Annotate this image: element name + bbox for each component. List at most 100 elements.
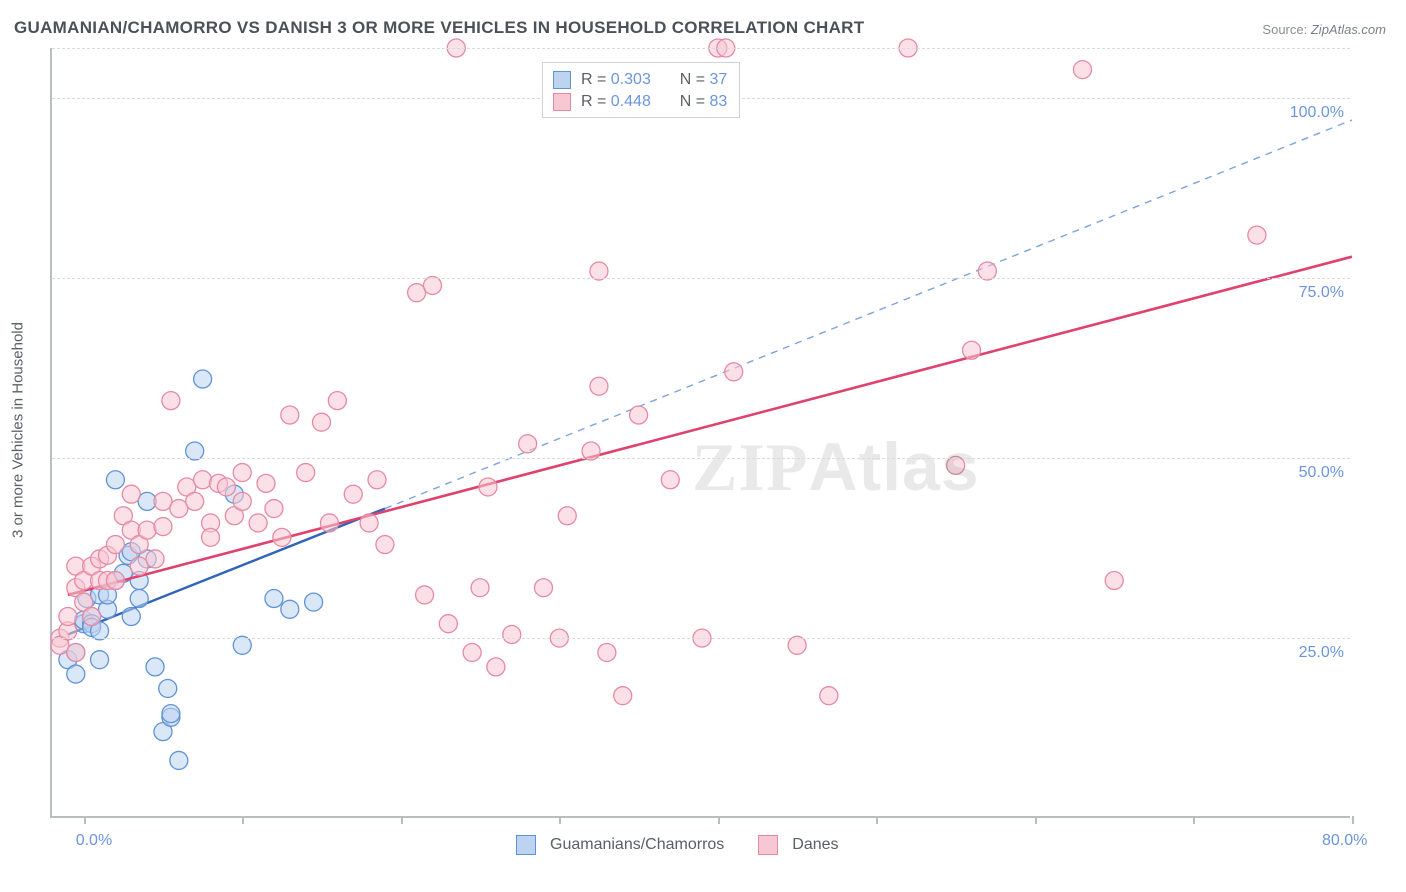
legend-label: Guamanians/Chamorros (550, 836, 724, 854)
x-tick (718, 816, 720, 824)
data-point (661, 471, 679, 489)
data-point (963, 341, 981, 359)
legend-swatch (758, 835, 778, 855)
x-tick (559, 816, 561, 824)
data-point (265, 500, 283, 518)
source-label: Source: (1262, 22, 1307, 37)
source-attribution: Source: ZipAtlas.com (1262, 22, 1386, 37)
data-point (59, 608, 77, 626)
data-point (598, 643, 616, 661)
y-tick-label: 100.0% (1290, 104, 1344, 122)
y-tick-label: 50.0% (1299, 464, 1344, 482)
trend-line (68, 257, 1352, 595)
chart-svg (52, 48, 1350, 816)
data-point (257, 474, 275, 492)
data-point (360, 514, 378, 532)
gridline-h (52, 278, 1350, 279)
stat-n: N = 37 (680, 69, 728, 91)
x-tick (1352, 816, 1354, 824)
data-point (297, 464, 315, 482)
x-tick (84, 816, 86, 824)
data-point (186, 492, 204, 510)
data-point (159, 679, 177, 697)
data-point (1248, 226, 1266, 244)
data-point (162, 392, 180, 410)
data-point (614, 687, 632, 705)
data-point (320, 514, 338, 532)
y-axis-label: 3 or more Vehicles in Household (10, 322, 27, 538)
data-point (122, 608, 140, 626)
data-point (344, 485, 362, 503)
data-point (630, 406, 648, 424)
stats-box: R = 0.303 N = 37R = 0.448 N = 83 (542, 62, 740, 118)
data-point (91, 651, 109, 669)
data-point (130, 590, 148, 608)
data-point (590, 377, 608, 395)
data-point (67, 643, 85, 661)
data-point (328, 392, 346, 410)
y-tick-label: 75.0% (1299, 284, 1344, 302)
data-point (439, 615, 457, 633)
stat-n: N = 83 (680, 91, 728, 113)
data-point (820, 687, 838, 705)
data-point (146, 658, 164, 676)
stat-r: R = 0.303 (581, 69, 651, 91)
data-point (217, 478, 235, 496)
data-point (376, 536, 394, 554)
data-point (122, 485, 140, 503)
legend-swatch (516, 835, 536, 855)
data-point (273, 528, 291, 546)
data-point (233, 464, 251, 482)
data-point (106, 536, 124, 554)
x-tick (401, 816, 403, 824)
data-point (194, 370, 212, 388)
data-point (471, 579, 489, 597)
data-point (281, 600, 299, 618)
data-point (416, 586, 434, 604)
stat-swatch (553, 71, 571, 89)
x-tick-label: 0.0% (76, 832, 112, 850)
x-tick (876, 816, 878, 824)
data-point (725, 363, 743, 381)
data-point (194, 471, 212, 489)
gridline-h (52, 458, 1350, 459)
data-point (281, 406, 299, 424)
chart-container: GUAMANIAN/CHAMORRO VS DANISH 3 OR MORE V… (0, 0, 1406, 892)
data-point (503, 625, 521, 643)
data-point (202, 528, 220, 546)
chart-title: GUAMANIAN/CHAMORRO VS DANISH 3 OR MORE V… (14, 18, 864, 38)
gridline-h (52, 48, 1350, 49)
data-point (463, 643, 481, 661)
stat-r: R = 0.448 (581, 91, 651, 113)
data-point (233, 492, 251, 510)
plot-area: ZIPAtlas 25.0%50.0%75.0%100.0% (50, 48, 1350, 818)
data-point (170, 751, 188, 769)
data-point (67, 665, 85, 683)
data-point (249, 514, 267, 532)
data-point (558, 507, 576, 525)
data-point (1073, 61, 1091, 79)
y-tick-label: 25.0% (1299, 644, 1344, 662)
gridline-h (52, 638, 1350, 639)
source-link[interactable]: ZipAtlas.com (1311, 22, 1386, 37)
data-point (106, 572, 124, 590)
data-point (479, 478, 497, 496)
legend-label: Danes (792, 836, 838, 854)
data-point (154, 518, 172, 536)
data-point (534, 579, 552, 597)
data-point (305, 593, 323, 611)
data-point (106, 471, 124, 489)
x-tick (1035, 816, 1037, 824)
stat-swatch (553, 93, 571, 111)
x-tick-label: 80.0% (1322, 832, 1367, 850)
data-point (519, 435, 537, 453)
data-point (265, 590, 283, 608)
stats-row: R = 0.303 N = 37 (553, 69, 727, 91)
data-point (368, 471, 386, 489)
series-legend: Guamanians/Chamorros Danes (516, 835, 859, 855)
x-tick (1193, 816, 1195, 824)
data-point (1105, 572, 1123, 590)
data-point (313, 413, 331, 431)
data-point (162, 705, 180, 723)
data-point (83, 608, 101, 626)
